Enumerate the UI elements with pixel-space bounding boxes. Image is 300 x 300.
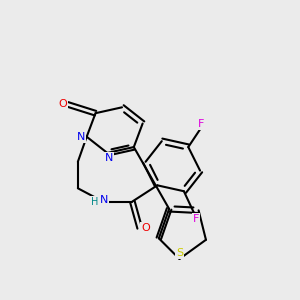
Text: S: S xyxy=(176,248,183,258)
Text: F: F xyxy=(198,119,205,129)
Text: N: N xyxy=(77,132,86,142)
Text: F: F xyxy=(193,214,199,224)
Text: N: N xyxy=(100,195,109,205)
Text: O: O xyxy=(59,99,68,110)
Text: N: N xyxy=(105,153,113,163)
Text: H: H xyxy=(91,196,98,206)
Text: O: O xyxy=(141,223,150,233)
